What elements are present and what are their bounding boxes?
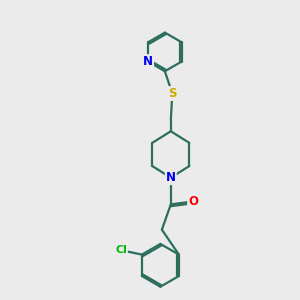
Text: N: N (166, 171, 176, 184)
Text: S: S (168, 87, 176, 100)
Text: Cl: Cl (115, 245, 127, 255)
Text: O: O (188, 195, 198, 208)
Text: N: N (143, 55, 153, 68)
